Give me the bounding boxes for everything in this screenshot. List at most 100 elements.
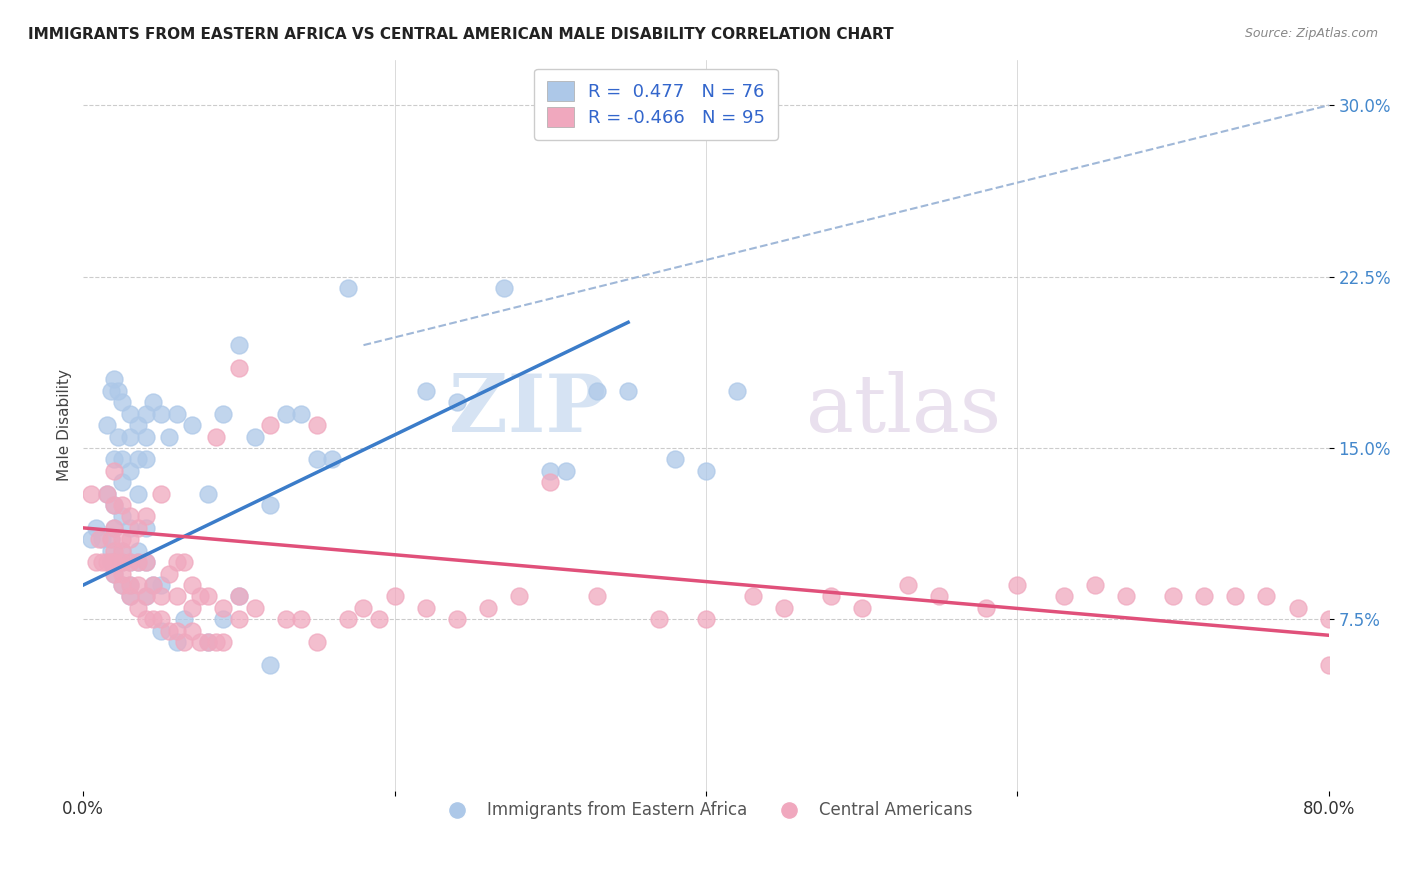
Point bbox=[91, 533, 114, 547]
Point bbox=[1225, 590, 1247, 604]
Point bbox=[259, 657, 281, 672]
Point bbox=[118, 578, 141, 592]
Point bbox=[118, 521, 141, 535]
Point bbox=[741, 590, 763, 604]
Point bbox=[118, 555, 141, 569]
Point bbox=[228, 361, 250, 376]
Point bbox=[1317, 612, 1340, 626]
Point bbox=[477, 600, 499, 615]
Point bbox=[274, 407, 297, 421]
Point bbox=[111, 578, 134, 592]
Point bbox=[118, 509, 141, 524]
Point bbox=[820, 590, 842, 604]
Point bbox=[173, 555, 195, 569]
Point bbox=[127, 600, 149, 615]
Point bbox=[1007, 578, 1029, 592]
Point bbox=[118, 464, 141, 478]
Point bbox=[928, 590, 950, 604]
Point bbox=[96, 486, 118, 500]
Point bbox=[188, 635, 211, 649]
Point bbox=[538, 464, 561, 478]
Point bbox=[107, 384, 129, 398]
Point bbox=[150, 624, 173, 638]
Point bbox=[127, 555, 149, 569]
Point bbox=[554, 464, 576, 478]
Point bbox=[107, 429, 129, 443]
Point bbox=[80, 533, 103, 547]
Point bbox=[96, 555, 118, 569]
Point bbox=[96, 418, 118, 433]
Point bbox=[648, 612, 671, 626]
Point bbox=[111, 555, 134, 569]
Point bbox=[166, 407, 188, 421]
Point bbox=[150, 590, 173, 604]
Point bbox=[103, 372, 125, 386]
Point bbox=[243, 600, 266, 615]
Point bbox=[197, 635, 219, 649]
Point bbox=[305, 452, 328, 467]
Point bbox=[586, 384, 609, 398]
Point bbox=[157, 566, 180, 581]
Point bbox=[166, 555, 188, 569]
Point bbox=[103, 464, 125, 478]
Point bbox=[336, 612, 359, 626]
Point bbox=[135, 590, 157, 604]
Point bbox=[127, 486, 149, 500]
Point bbox=[100, 533, 122, 547]
Point bbox=[111, 533, 134, 547]
Point bbox=[166, 590, 188, 604]
Point bbox=[135, 521, 157, 535]
Point bbox=[772, 600, 794, 615]
Point bbox=[103, 555, 125, 569]
Point bbox=[290, 612, 312, 626]
Point bbox=[127, 521, 149, 535]
Point bbox=[157, 624, 180, 638]
Point bbox=[508, 590, 530, 604]
Point bbox=[974, 600, 997, 615]
Point bbox=[150, 612, 173, 626]
Point bbox=[243, 429, 266, 443]
Point bbox=[111, 475, 134, 490]
Point bbox=[274, 612, 297, 626]
Point bbox=[166, 635, 188, 649]
Point bbox=[446, 612, 468, 626]
Point bbox=[188, 590, 211, 604]
Point bbox=[181, 578, 204, 592]
Point bbox=[664, 452, 686, 467]
Point bbox=[135, 429, 157, 443]
Point bbox=[103, 543, 125, 558]
Point bbox=[204, 429, 226, 443]
Point bbox=[103, 521, 125, 535]
Point bbox=[204, 635, 226, 649]
Point bbox=[725, 384, 748, 398]
Point bbox=[212, 407, 235, 421]
Y-axis label: Male Disability: Male Disability bbox=[58, 369, 72, 481]
Point bbox=[127, 452, 149, 467]
Point bbox=[197, 635, 219, 649]
Point bbox=[135, 452, 157, 467]
Point bbox=[118, 590, 141, 604]
Text: ZIP: ZIP bbox=[450, 371, 606, 450]
Point bbox=[1286, 600, 1309, 615]
Point bbox=[118, 578, 141, 592]
Point bbox=[100, 384, 122, 398]
Point bbox=[103, 498, 125, 512]
Point bbox=[111, 543, 134, 558]
Point bbox=[173, 635, 195, 649]
Point bbox=[111, 452, 134, 467]
Point bbox=[80, 486, 103, 500]
Point bbox=[336, 281, 359, 295]
Point bbox=[91, 555, 114, 569]
Point bbox=[111, 555, 134, 569]
Point bbox=[290, 407, 312, 421]
Point bbox=[538, 475, 561, 490]
Point bbox=[111, 578, 134, 592]
Point bbox=[1317, 657, 1340, 672]
Point bbox=[142, 395, 165, 409]
Point bbox=[142, 578, 165, 592]
Point bbox=[1256, 590, 1278, 604]
Point bbox=[84, 555, 107, 569]
Point bbox=[111, 566, 134, 581]
Point bbox=[135, 407, 157, 421]
Point bbox=[212, 635, 235, 649]
